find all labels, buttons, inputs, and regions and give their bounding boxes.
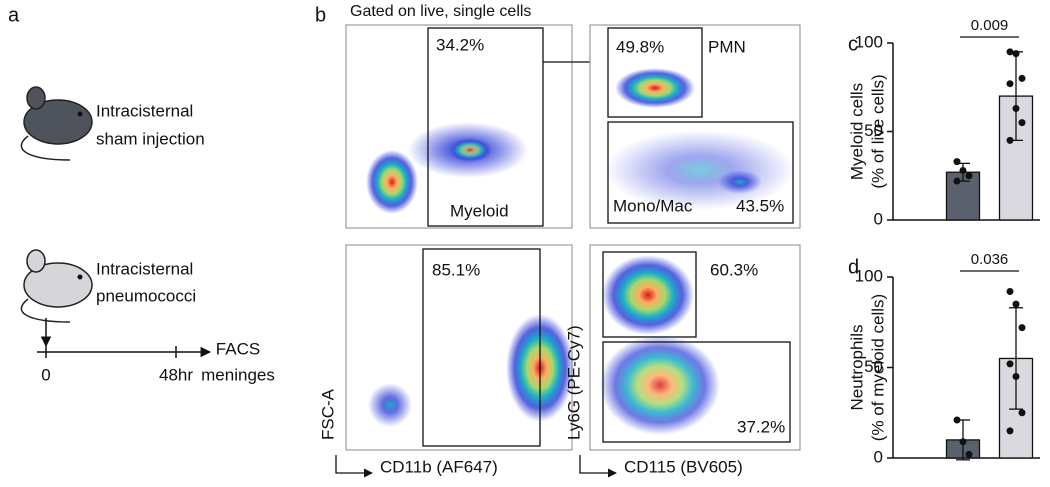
y-axis-label: Myeloid cells [847, 83, 866, 180]
data-point [953, 416, 961, 424]
flow-plot [589, 244, 801, 451]
data-point [1012, 50, 1020, 58]
y-axis-label: FSC-A [318, 388, 337, 440]
gate-label: 34.2% [436, 35, 484, 54]
data-point [1006, 136, 1014, 144]
y-tick-label: 50 [864, 357, 883, 376]
y-axis-label: (% of live cells) [868, 74, 887, 188]
data-point [1006, 427, 1014, 435]
flow-plot [345, 244, 574, 451]
gate-label: Myeloid [450, 201, 509, 220]
y-axis-label: (% of myeloid cells) [868, 294, 887, 441]
gate-label: 37.2% [737, 417, 785, 436]
p-value: 0.036 [971, 251, 1009, 268]
panel-label: d [848, 256, 859, 278]
readout-label: FACS [216, 339, 260, 358]
data-point [1012, 104, 1020, 112]
bar [945, 171, 981, 221]
group-label: Intracisternal [96, 259, 193, 278]
data-point [959, 166, 967, 174]
data-point [1006, 287, 1014, 295]
data-point [1006, 360, 1014, 368]
data-point [1006, 80, 1014, 88]
gate-label: Mono/Mac [613, 196, 693, 215]
mouse-icon [20, 86, 93, 161]
data-point [1006, 48, 1014, 56]
gating-title: Gated on live, single cells [350, 3, 531, 20]
data-point [953, 158, 961, 166]
data-point [1018, 119, 1026, 127]
y-tick-label: 100 [855, 32, 883, 51]
gate-label: 60.3% [710, 260, 758, 279]
gate-label: 49.8% [616, 37, 664, 56]
data-point [1012, 300, 1020, 308]
panel-label: a [8, 4, 20, 26]
x-axis-label: CD115 (BV605) [624, 457, 743, 476]
x-axis-label: CD11b (AF647) [380, 457, 498, 476]
y-tick-label: 0 [874, 447, 883, 466]
y-tick-label: 100 [855, 266, 883, 285]
data-point [965, 172, 973, 180]
panel-label: c [848, 33, 858, 55]
data-point [1012, 373, 1020, 381]
y-axis-label: Ly6G (PE-Cy7) [564, 325, 583, 440]
data-point [1018, 409, 1026, 417]
time-label: 48hr [159, 365, 193, 384]
time-label: 0 [41, 365, 50, 384]
gate-label: 43.5% [736, 196, 784, 215]
flow-plot [589, 24, 801, 229]
readout-label: meninges [201, 365, 275, 384]
group-label: Intracisternal [96, 101, 193, 120]
gate-label: 85.1% [432, 260, 480, 279]
group-label: sham injection [96, 129, 205, 148]
data-point [965, 450, 973, 458]
data-point [1018, 324, 1026, 332]
data-point [959, 438, 967, 446]
data-point [1018, 74, 1026, 82]
p-value: 0.009 [971, 17, 1009, 34]
panel-label: b [315, 4, 326, 26]
mouse-icon [20, 249, 93, 323]
axis-arrow [335, 455, 373, 478]
y-tick-label: 0 [874, 209, 883, 228]
flow-plot [345, 24, 573, 229]
y-axis-label: Neutrophils [847, 325, 866, 411]
data-point [953, 177, 961, 185]
y-tick-label: 50 [864, 121, 883, 140]
axis-arrow [579, 455, 617, 478]
group-label: pneumococci [96, 286, 196, 305]
gate-label: PMN [708, 37, 746, 56]
